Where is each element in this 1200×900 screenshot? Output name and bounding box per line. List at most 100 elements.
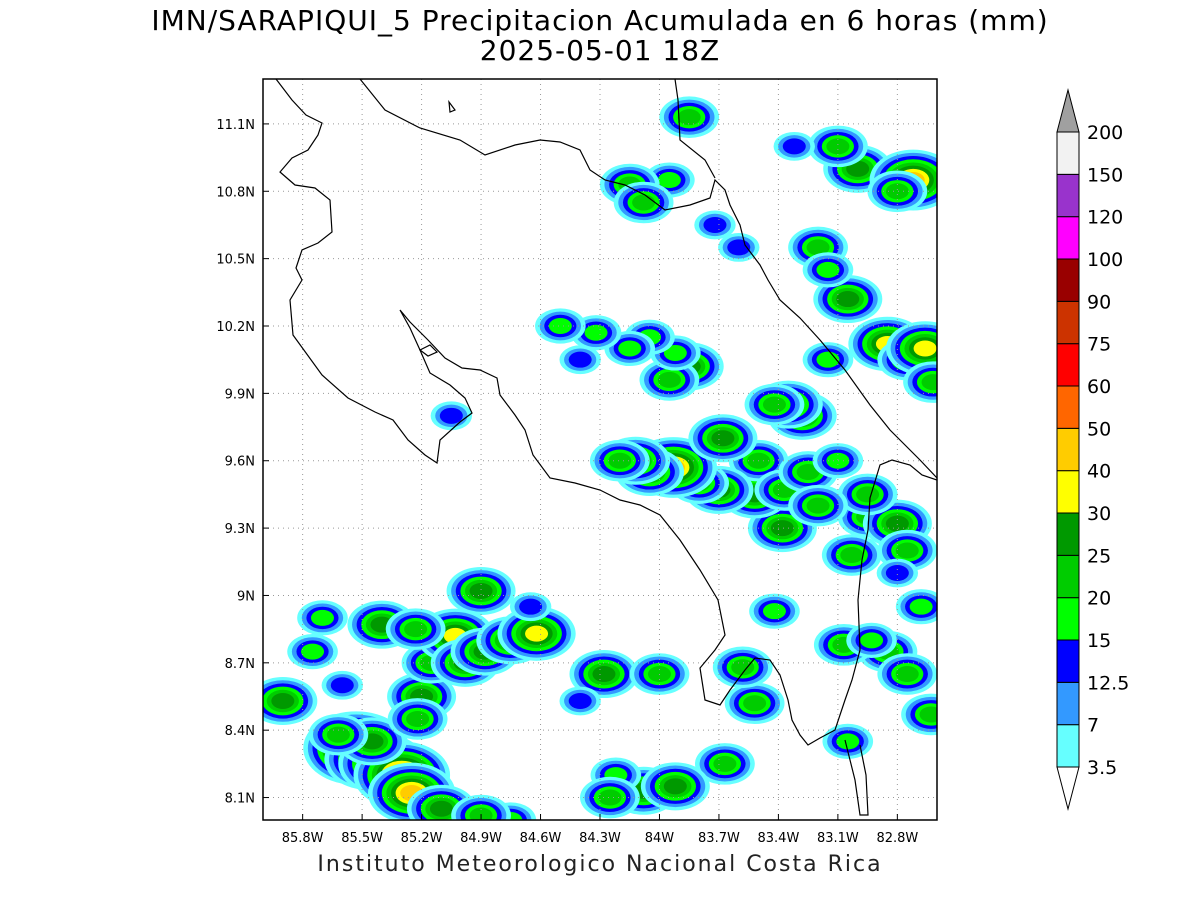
colorbar-segment xyxy=(1056,681,1080,726)
precip-cell xyxy=(802,342,854,378)
colorbar-label: 60 xyxy=(1087,376,1111,398)
precip-ring xyxy=(836,733,860,750)
precip-cell xyxy=(613,181,674,224)
colorbar-segment xyxy=(1056,216,1080,260)
precip-ring xyxy=(796,463,820,480)
precip-cell xyxy=(694,210,736,240)
precip-ring xyxy=(469,582,493,599)
colorbar-segment xyxy=(1056,554,1080,599)
lon-tick-label: 85.5W xyxy=(341,831,383,846)
precip-cell xyxy=(640,762,710,811)
precip-ring xyxy=(568,351,592,368)
lat-tick-label: 9.6N xyxy=(225,455,255,470)
precip-ring xyxy=(439,407,463,424)
colorbar-segment xyxy=(1056,470,1080,514)
precip-ring xyxy=(816,261,840,278)
precip-cell xyxy=(718,233,760,262)
precip-ring xyxy=(301,643,325,660)
lon-tick-label: 84.9W xyxy=(460,831,502,846)
precip-ring xyxy=(806,239,830,256)
colorbar-segment xyxy=(1056,639,1080,683)
precip-cell xyxy=(788,226,848,269)
precip-ring xyxy=(782,138,806,155)
precip-ring xyxy=(713,755,737,772)
precip-ring xyxy=(840,547,864,564)
precip-cell xyxy=(659,96,720,138)
precip-cell xyxy=(694,743,755,785)
precip-cell xyxy=(604,330,656,367)
precip-ring xyxy=(568,692,592,709)
lat-tick-label: 10.5N xyxy=(216,253,255,268)
precip-cell xyxy=(876,558,919,588)
precip-cell xyxy=(812,443,864,479)
precip-ring xyxy=(469,807,493,820)
precip-ring xyxy=(913,340,937,357)
precip-ring xyxy=(846,160,870,177)
colorbar-label: 3.5 xyxy=(1087,757,1117,779)
colorbar-segment xyxy=(1056,385,1080,429)
coastline xyxy=(275,79,937,816)
colorbar-label: 50 xyxy=(1087,418,1111,440)
precip-ring xyxy=(429,800,453,817)
precip-ring xyxy=(632,194,656,211)
precip-cell xyxy=(321,670,363,700)
colorbar-segment xyxy=(1056,300,1080,345)
precip-ring xyxy=(856,486,880,503)
lat-tick-label: 10.2N xyxy=(216,320,255,335)
precip-ring xyxy=(330,677,354,694)
precip-cell xyxy=(837,473,898,516)
precip-ring xyxy=(406,710,430,727)
colorbar-segment xyxy=(1056,258,1080,302)
colorbar-segment xyxy=(1056,173,1080,218)
precip-cell xyxy=(712,646,773,689)
precip-cell xyxy=(886,321,937,376)
map-title: IMN/SARAPIQUI_5 Precipitacion Acumulada … xyxy=(151,4,1049,37)
colorbar-label: 100 xyxy=(1087,249,1123,271)
precip-cell xyxy=(387,698,448,740)
graticule xyxy=(263,79,937,820)
colorbar-label: 90 xyxy=(1087,291,1111,313)
precip-ring xyxy=(525,625,549,642)
precip-ring xyxy=(592,666,616,683)
lon-tick-label: 83.7W xyxy=(698,831,740,846)
precip-ring xyxy=(919,706,937,723)
precip-ring xyxy=(806,497,830,514)
colorbar-label: 15 xyxy=(1087,630,1111,652)
colorbar-label: 200 xyxy=(1087,122,1123,144)
colorbar-segment xyxy=(1056,427,1080,472)
lat-tick-label: 10.8N xyxy=(216,185,255,200)
colorbar-segment xyxy=(1056,343,1080,387)
precip-ring xyxy=(703,216,727,233)
precip-cell xyxy=(867,170,928,213)
precip-cell xyxy=(569,650,639,699)
precip-cell xyxy=(446,566,516,615)
precip-cell xyxy=(263,676,318,725)
precip-ring xyxy=(711,430,735,447)
precip-cell xyxy=(846,622,897,658)
longitude-labels: 85.8W 85.5W 85.2W 84.9W 84.6W 84.3W 84W 83.7W 83… xyxy=(282,831,919,846)
precip-ring xyxy=(826,138,850,155)
precip-ring xyxy=(921,374,937,391)
colorbar-label: 12.5 xyxy=(1087,672,1129,694)
colorbar-label: 7 xyxy=(1087,715,1099,737)
precip-cell xyxy=(807,125,868,168)
colorbar-segment xyxy=(1056,512,1080,556)
precip-cell xyxy=(570,315,622,351)
colorbar: 3.5 7 12.5 15 20 25 30 40 50 60 75 90 100 120 150 200 xyxy=(1056,88,1129,811)
lon-tick-label: 84.3W xyxy=(579,831,621,846)
colorbar-over-arrow xyxy=(1056,88,1080,133)
lon-tick-label: 83.4W xyxy=(758,831,800,846)
lon-tick-label: 85.8W xyxy=(282,831,324,846)
precip-ring xyxy=(657,371,681,388)
precip-cell xyxy=(821,534,882,576)
credit-text: Instituto Meteorologico Nacional Costa R… xyxy=(317,852,883,877)
lat-tick-label: 8.7N xyxy=(225,657,255,672)
lon-tick-label: 82.8W xyxy=(876,831,918,846)
lat-tick-label: 9.9N xyxy=(225,387,255,402)
colorbar-label: 40 xyxy=(1087,461,1111,483)
lat-tick-label: 8.4N xyxy=(225,724,255,739)
precip-cell xyxy=(788,484,848,527)
precip-cell xyxy=(895,589,937,625)
colorbar-segment xyxy=(1056,724,1080,768)
